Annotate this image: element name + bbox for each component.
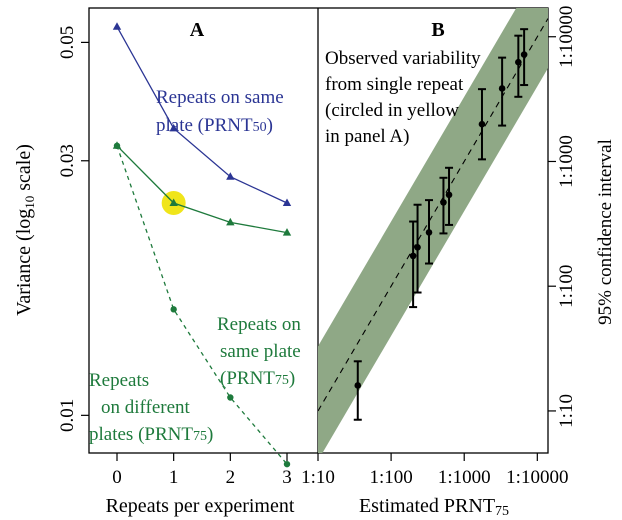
data-point	[478, 120, 486, 128]
data-point-prnt50_same	[112, 22, 122, 30]
data-point	[354, 382, 362, 389]
panel-a-y-tick-label: 0.03	[57, 144, 78, 177]
series-line-prnt75_diff	[116, 145, 288, 465]
data-point	[409, 252, 417, 260]
data-point	[425, 229, 433, 236]
panel-a-x-tick-label: 2	[226, 467, 236, 488]
data-point	[498, 85, 506, 92]
data-point-prnt75_diff	[113, 142, 121, 150]
data-point-prnt75_same	[282, 228, 292, 236]
series-label-prnt75-same: Repeats on same plate (PRNT75)	[217, 314, 306, 389]
panel-b-y-tick-label: 1:1000	[556, 135, 577, 188]
panel-a-series-layer	[112, 22, 292, 468]
panel-b-x-tick-label: 1:10000	[506, 467, 568, 488]
data-point-prnt75_same	[226, 217, 235, 226]
panel-b-x-tick-label: 1:100	[369, 467, 412, 488]
panel-b-points-layer	[353, 28, 529, 421]
series-label-prnt75-diff: Repeats on different plates (PRNT75)	[89, 370, 213, 445]
panel-a-x-tick-label: 1	[169, 467, 179, 488]
series-line-prnt75_same	[116, 145, 288, 234]
panel-b-y-tick-label: 1:10000	[556, 6, 577, 68]
data-point-prnt50_same	[169, 123, 178, 132]
data-point	[414, 244, 421, 251]
data-point	[515, 58, 522, 66]
panel-b-y-tick-label: 1:100	[556, 265, 577, 308]
panel-b-y-tick-label: 1:10	[556, 394, 577, 428]
data-point-prnt50_same	[282, 198, 292, 207]
series-line-prnt50_same	[116, 26, 288, 204]
panel-a-y-tick-label: 0.05	[57, 26, 78, 59]
panel-b-letter: B	[431, 19, 444, 41]
panel-b-x-tick-label: 1:10	[301, 467, 335, 488]
data-point-prnt50_same	[226, 172, 235, 180]
data-point	[520, 51, 528, 58]
panel-a-axes: 0 1 2 3 0.05 0.03 0.01	[57, 26, 292, 488]
panel-a-x-tick-label: 0	[112, 467, 122, 488]
panel-b-annotation: Observed variability from single repeat …	[325, 48, 485, 147]
panel-a-x-tick-label: 3	[282, 467, 292, 488]
panel-b-ylabel: 95% confidence interval	[595, 139, 616, 325]
data-point	[440, 199, 447, 206]
panel-b-x-tick-label: 1:1000	[438, 467, 491, 488]
data-point-prnt75_diff	[283, 460, 291, 468]
data-point-prnt75_same	[169, 198, 178, 207]
panel-b-band-group	[318, 8, 548, 453]
identity-line	[318, 18, 548, 412]
series-label-prnt50-same: Repeats on same plate (PRNT50)	[156, 87, 288, 136]
panel-a-ylabel: Variance (log10 scale)	[13, 144, 37, 316]
data-point	[445, 191, 453, 199]
confidence-band	[318, 8, 548, 453]
panel-a-letter: A	[190, 19, 205, 41]
panel-b-band-layer	[318, 8, 548, 453]
data-point-prnt75_diff	[170, 306, 177, 313]
panel-b-axes: 1:10 1:100 1:1000 1:10000 1:10 1:100 1:1000 1:1…	[301, 6, 577, 488]
panel-b-xlabel: Estimated PRNT75	[359, 495, 509, 519]
panel-a-xlabel: Repeats per experiment	[106, 495, 295, 517]
data-point-prnt75_diff	[227, 394, 234, 401]
panel-a-y-tick-label: 0.01	[57, 399, 78, 432]
